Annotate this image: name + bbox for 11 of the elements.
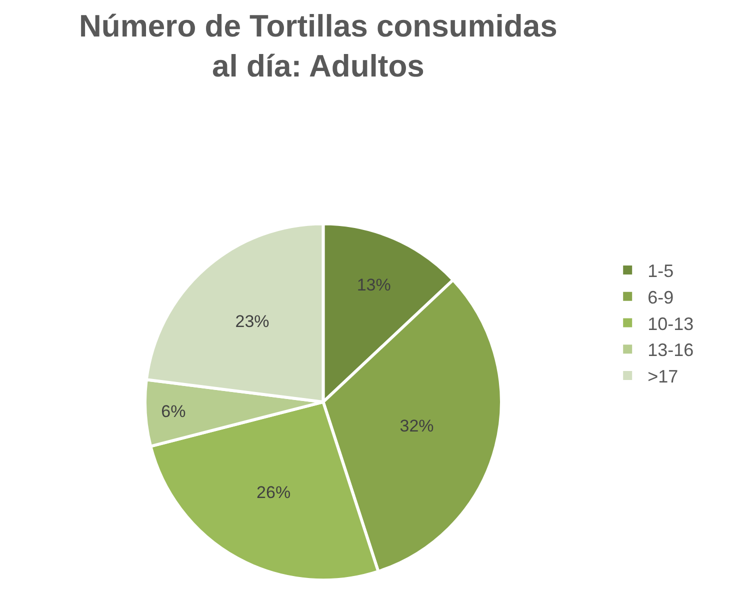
legend-label: >17 [648,366,678,387]
chart-title: Número de Tortillas consumidas al día: Adultos [79,8,558,84]
data-label: 13% [356,275,391,294]
data-label: 32% [400,416,434,436]
data-label: 23% [235,312,270,331]
data-label: 6% [161,402,186,421]
data-label: 26% [256,482,291,502]
legend-label: 6-9 [648,287,674,308]
legend-label: 13-16 [648,340,694,360]
legend-label: 1-5 [648,260,674,281]
legend-label: 10-13 [648,314,694,334]
